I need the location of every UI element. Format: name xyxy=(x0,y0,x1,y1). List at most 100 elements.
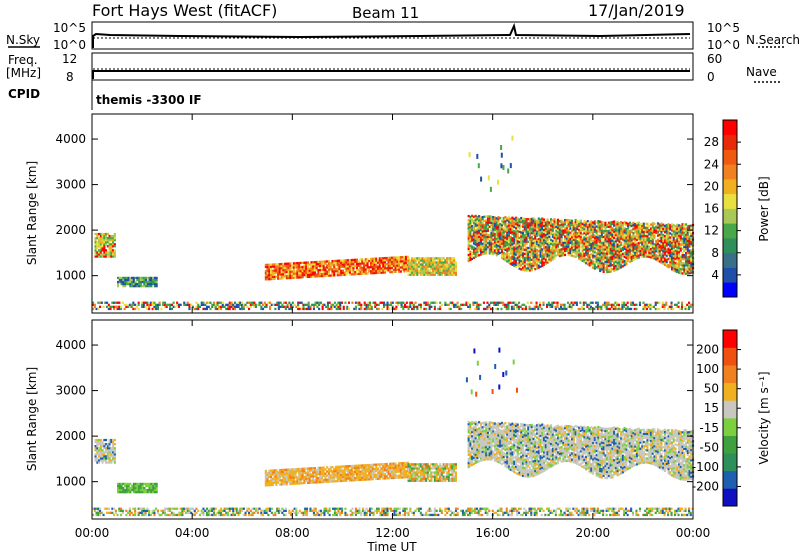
data-cell xyxy=(479,241,482,244)
data-cell xyxy=(604,231,607,235)
data-cell xyxy=(355,472,358,476)
data-cell xyxy=(678,251,681,254)
data-cell xyxy=(602,223,605,226)
data-cell xyxy=(509,231,512,235)
data-cell xyxy=(588,250,591,253)
data-cell xyxy=(363,268,366,271)
data-cell xyxy=(579,246,582,249)
data-cell xyxy=(492,238,495,241)
data-cell xyxy=(690,238,693,242)
data-cell xyxy=(211,305,214,308)
nsky-trace xyxy=(92,22,691,48)
data-cell xyxy=(490,215,493,218)
data-cell xyxy=(282,470,285,474)
data-cell xyxy=(156,305,159,308)
data-cell xyxy=(132,303,135,306)
data-cell xyxy=(99,438,102,442)
data-cell xyxy=(599,265,602,268)
data-cell xyxy=(586,230,589,233)
data-cell xyxy=(527,269,530,272)
data-cell xyxy=(378,265,381,268)
data-cell xyxy=(509,227,512,230)
data-cell xyxy=(523,228,526,231)
data-cell xyxy=(614,240,617,243)
data-cell xyxy=(688,249,691,252)
data-cell xyxy=(525,252,528,256)
data-cell xyxy=(451,301,454,304)
data-cell xyxy=(483,229,486,233)
data-cell xyxy=(592,262,595,265)
data-cell xyxy=(343,267,346,270)
data-cell xyxy=(383,305,386,308)
data-cell xyxy=(602,256,605,259)
data-cell xyxy=(152,482,155,486)
data-cell xyxy=(639,245,642,248)
data-cell xyxy=(511,261,514,264)
data-cell xyxy=(624,303,627,306)
data-cell xyxy=(523,252,526,255)
data-cell xyxy=(296,478,299,481)
data-cell xyxy=(416,273,419,276)
data-cell xyxy=(523,230,526,233)
data-cell xyxy=(338,261,341,264)
data-cell xyxy=(112,459,115,462)
data-cell xyxy=(108,440,111,444)
data-cell xyxy=(639,225,642,228)
data-cell xyxy=(141,285,144,288)
data-cell xyxy=(483,248,486,251)
data-cell xyxy=(433,273,436,276)
data-cell xyxy=(534,268,537,271)
data-cell xyxy=(96,461,99,464)
data-cell xyxy=(292,264,295,267)
data-cell xyxy=(451,259,454,262)
data-cell xyxy=(678,230,681,233)
data-cell xyxy=(428,307,431,311)
data-cell xyxy=(488,235,491,239)
data-cell xyxy=(262,303,265,306)
data-cell xyxy=(149,303,152,306)
data-cell xyxy=(472,226,475,229)
data-cell xyxy=(340,271,343,275)
data-cell xyxy=(609,223,612,226)
data-cell xyxy=(634,237,637,240)
data-cell xyxy=(574,229,577,232)
data-cell xyxy=(296,470,299,473)
data-cell xyxy=(560,244,563,247)
data-cell xyxy=(338,267,341,271)
data-cell xyxy=(205,307,208,311)
data-cell xyxy=(289,468,292,471)
data-cell xyxy=(595,243,598,247)
data-cell xyxy=(676,256,679,259)
data-cell xyxy=(509,301,512,304)
data-cell xyxy=(141,486,144,490)
data-cell xyxy=(120,278,123,282)
data-cell xyxy=(301,261,304,264)
data-cell xyxy=(544,225,547,228)
data-cell xyxy=(96,440,99,444)
data-cell xyxy=(662,225,665,228)
data-cell xyxy=(125,305,128,308)
data-cell xyxy=(312,269,315,272)
data-cell xyxy=(99,445,102,448)
data-cell xyxy=(679,267,682,271)
data-cell xyxy=(523,240,526,243)
nsky-tick-bottom: 10^0 xyxy=(53,38,86,52)
data-cell xyxy=(354,307,357,311)
data-cell xyxy=(315,477,318,480)
data-cell xyxy=(303,265,306,268)
data-cell xyxy=(533,305,536,308)
data-cell xyxy=(291,482,294,485)
data-cell xyxy=(665,254,668,257)
data-cell xyxy=(541,260,544,263)
data-cell xyxy=(621,305,624,308)
data-cell xyxy=(326,307,329,311)
data-cell xyxy=(642,249,645,252)
data-cell xyxy=(96,237,99,240)
data-cell xyxy=(539,305,542,308)
data-cell xyxy=(134,282,137,286)
data-cell xyxy=(532,241,535,245)
data-cell xyxy=(574,249,577,252)
data-cell xyxy=(679,307,682,311)
data-cell xyxy=(503,305,506,308)
data-cell xyxy=(502,219,505,222)
